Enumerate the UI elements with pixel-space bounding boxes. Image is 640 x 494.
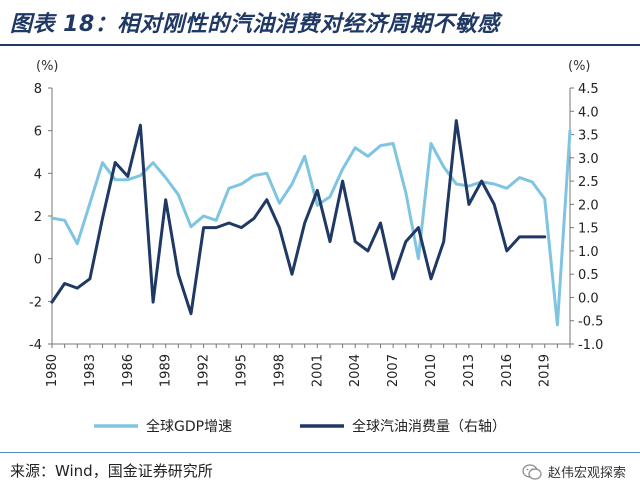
x-tick-label: 1998: [272, 354, 287, 387]
series-line-1: [50, 129, 572, 327]
x-tick-label: 1995: [235, 354, 250, 387]
right-tick-label: 2.5: [578, 175, 599, 190]
right-tick-label: 4.5: [578, 82, 599, 97]
right-tick-label: 4.0: [578, 105, 599, 120]
left-axis-unit: (%): [36, 59, 59, 74]
right-tick-label: 1.5: [578, 222, 599, 237]
x-tick-label: 2004: [348, 354, 363, 387]
watermark-label: 赵伟宏观探索: [547, 466, 626, 481]
x-tick-label: 1980: [45, 354, 60, 387]
x-tick-label: 1986: [121, 354, 136, 387]
source-divider: [0, 452, 640, 453]
x-tick-label: 2001: [310, 354, 325, 387]
series-line-2: [50, 119, 547, 316]
x-tick-label: 2016: [500, 354, 515, 387]
right-axis-unit: (%): [568, 59, 591, 74]
wechat-icon: [522, 463, 542, 480]
x-tick-label: 2013: [462, 354, 477, 387]
right-tick-label: 0.0: [578, 291, 599, 306]
watermark: 赵伟宏观探索: [522, 462, 626, 481]
x-tick-label: 2007: [386, 354, 401, 387]
right-tick-label: 3.0: [578, 152, 599, 167]
x-tick-label: 1989: [159, 354, 174, 387]
source-note: 来源：Wind，国金证券研究所: [10, 462, 213, 480]
right-tick-label: 3.5: [578, 129, 599, 144]
right-tick-label: -1.0: [578, 338, 603, 353]
right-tick-label: 1.0: [578, 245, 599, 260]
legend-label-1: 全球GDP增速: [146, 418, 232, 435]
left-tick-label: 0: [34, 253, 42, 268]
left-tick-label: 6: [34, 125, 42, 140]
left-tick-label: 4: [34, 167, 42, 182]
left-tick-label: 2: [34, 210, 42, 225]
line-chart: (%) (%) 8 6 4 2 0 -2 -4 4.5 4.0 3.5 3.0 2.5 2.0 1.5 1.0 0…: [29, 59, 603, 435]
x-tick-label: 1983: [83, 354, 98, 387]
x-tick-label: 1992: [197, 354, 212, 387]
x-tick-label: 2019: [538, 354, 553, 387]
right-tick-label: -0.5: [578, 315, 603, 330]
right-tick-label: 2.0: [578, 198, 599, 213]
left-tick-label: 8: [34, 82, 42, 97]
x-tick-label: 2010: [424, 354, 439, 387]
chart-title: 图表 18：相对刚性的汽油消费对经济周期不敏感: [10, 12, 500, 37]
left-tick-label: -4: [29, 338, 42, 353]
legend-label-2: 全球汽油消费量（右轴）: [352, 418, 506, 435]
left-tick-label: -2: [29, 295, 42, 310]
right-tick-label: 0.5: [578, 268, 599, 283]
title-divider: [0, 44, 640, 46]
